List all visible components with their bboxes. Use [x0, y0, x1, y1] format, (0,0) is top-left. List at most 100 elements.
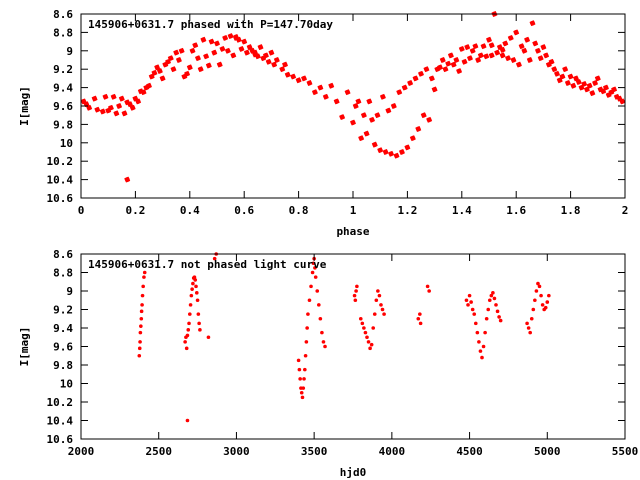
data-point — [499, 46, 506, 53]
data-point — [447, 52, 454, 59]
data-point — [567, 73, 574, 80]
data-point — [548, 58, 555, 65]
y-tick-label: 9.2 — [53, 63, 73, 76]
data-point — [458, 46, 465, 52]
data-point — [379, 93, 386, 100]
data-point — [246, 44, 253, 51]
data-point — [333, 98, 340, 105]
phased-x-axis-label: phase — [336, 225, 369, 238]
y-tick-label: 9.4 — [53, 82, 73, 95]
data-point — [570, 82, 577, 89]
data-point — [185, 418, 190, 423]
data-point — [189, 293, 194, 298]
data-point — [526, 326, 531, 330]
data-point — [94, 106, 101, 113]
y-tick-label: 10.6 — [47, 192, 74, 205]
data-point — [366, 340, 371, 344]
y-tick-label: 9.6 — [53, 341, 73, 354]
data-point — [437, 64, 443, 71]
unphased-plot-title: 145906+0631.7 not phased light curve — [88, 258, 327, 271]
data-point — [498, 318, 503, 323]
x-tick-label: 4000 — [379, 445, 406, 458]
x-tick-label: 1.6 — [506, 204, 526, 217]
y-tick-label: 10 — [60, 378, 73, 391]
data-point — [533, 298, 537, 303]
data-point — [139, 309, 144, 314]
data-point — [528, 330, 532, 335]
data-point — [425, 284, 430, 289]
data-point — [273, 57, 280, 63]
unphased-ticks: 2000 2500 3000 3500 4000 4500 5000 5500 8.6 8.8 9 9… — [47, 248, 639, 458]
phased-data-points — [80, 11, 626, 183]
data-point — [524, 36, 531, 43]
unphased-x-axis-label: hjd0 — [340, 466, 367, 479]
data-point — [371, 326, 376, 330]
data-point — [305, 326, 309, 330]
data-point — [224, 47, 231, 54]
x-tick-label: 3000 — [223, 445, 250, 458]
data-point — [183, 340, 187, 344]
phased-plot-title: 145906+0631.7 phased with P=147.70day — [88, 18, 333, 31]
data-point — [416, 316, 421, 321]
data-point — [464, 298, 469, 303]
unphased-plot-frame — [80, 253, 626, 440]
data-point — [295, 77, 302, 84]
x-tick-label: 3500 — [301, 445, 328, 458]
data-point — [489, 293, 494, 298]
data-point — [475, 330, 480, 335]
data-point — [382, 149, 389, 155]
data-point — [562, 66, 569, 73]
data-point — [301, 75, 307, 82]
data-point — [540, 44, 547, 51]
data-point — [257, 44, 264, 51]
data-point — [589, 90, 596, 97]
data-point — [192, 275, 197, 279]
data-point — [254, 53, 261, 60]
data-point — [208, 38, 215, 45]
data-point — [306, 80, 313, 86]
data-point — [353, 298, 358, 303]
data-point — [507, 34, 514, 41]
data-point — [377, 147, 384, 154]
data-point — [304, 340, 309, 344]
data-point — [393, 152, 400, 159]
data-point — [195, 298, 200, 303]
data-point — [196, 312, 201, 316]
data-point — [187, 321, 191, 326]
data-point — [214, 40, 220, 47]
data-point — [469, 300, 473, 304]
data-point — [423, 66, 430, 73]
data-point — [135, 98, 142, 105]
x-tick-label: 2000 — [68, 445, 95, 458]
data-point — [521, 47, 528, 54]
data-point — [464, 44, 471, 51]
data-point — [483, 330, 487, 335]
data-point — [603, 84, 609, 91]
data-point — [186, 328, 191, 332]
data-point — [197, 66, 204, 73]
unphased-panel: 2000 2500 3000 3500 4000 4500 5000 5500 8.6 8.8 9 9… — [18, 248, 638, 479]
data-point — [284, 71, 291, 78]
y-tick-label: 10.6 — [47, 433, 74, 446]
phased-y-axis-label: I[mag] — [18, 86, 31, 126]
data-point — [470, 307, 475, 312]
data-point — [376, 289, 380, 293]
y-tick-label: 9 — [66, 285, 73, 298]
data-point — [192, 42, 199, 49]
data-point — [311, 89, 318, 96]
data-point — [545, 300, 550, 304]
data-point — [399, 149, 405, 155]
data-point — [488, 52, 495, 59]
data-point — [227, 33, 234, 40]
data-point — [450, 61, 457, 68]
data-point — [365, 335, 369, 340]
data-point — [290, 73, 297, 80]
data-point — [317, 84, 324, 91]
x-tick-label: 1.2 — [397, 204, 417, 217]
data-point — [551, 66, 558, 73]
data-point — [124, 176, 131, 183]
data-point — [385, 107, 392, 114]
data-point — [142, 270, 147, 275]
data-point — [315, 289, 320, 293]
